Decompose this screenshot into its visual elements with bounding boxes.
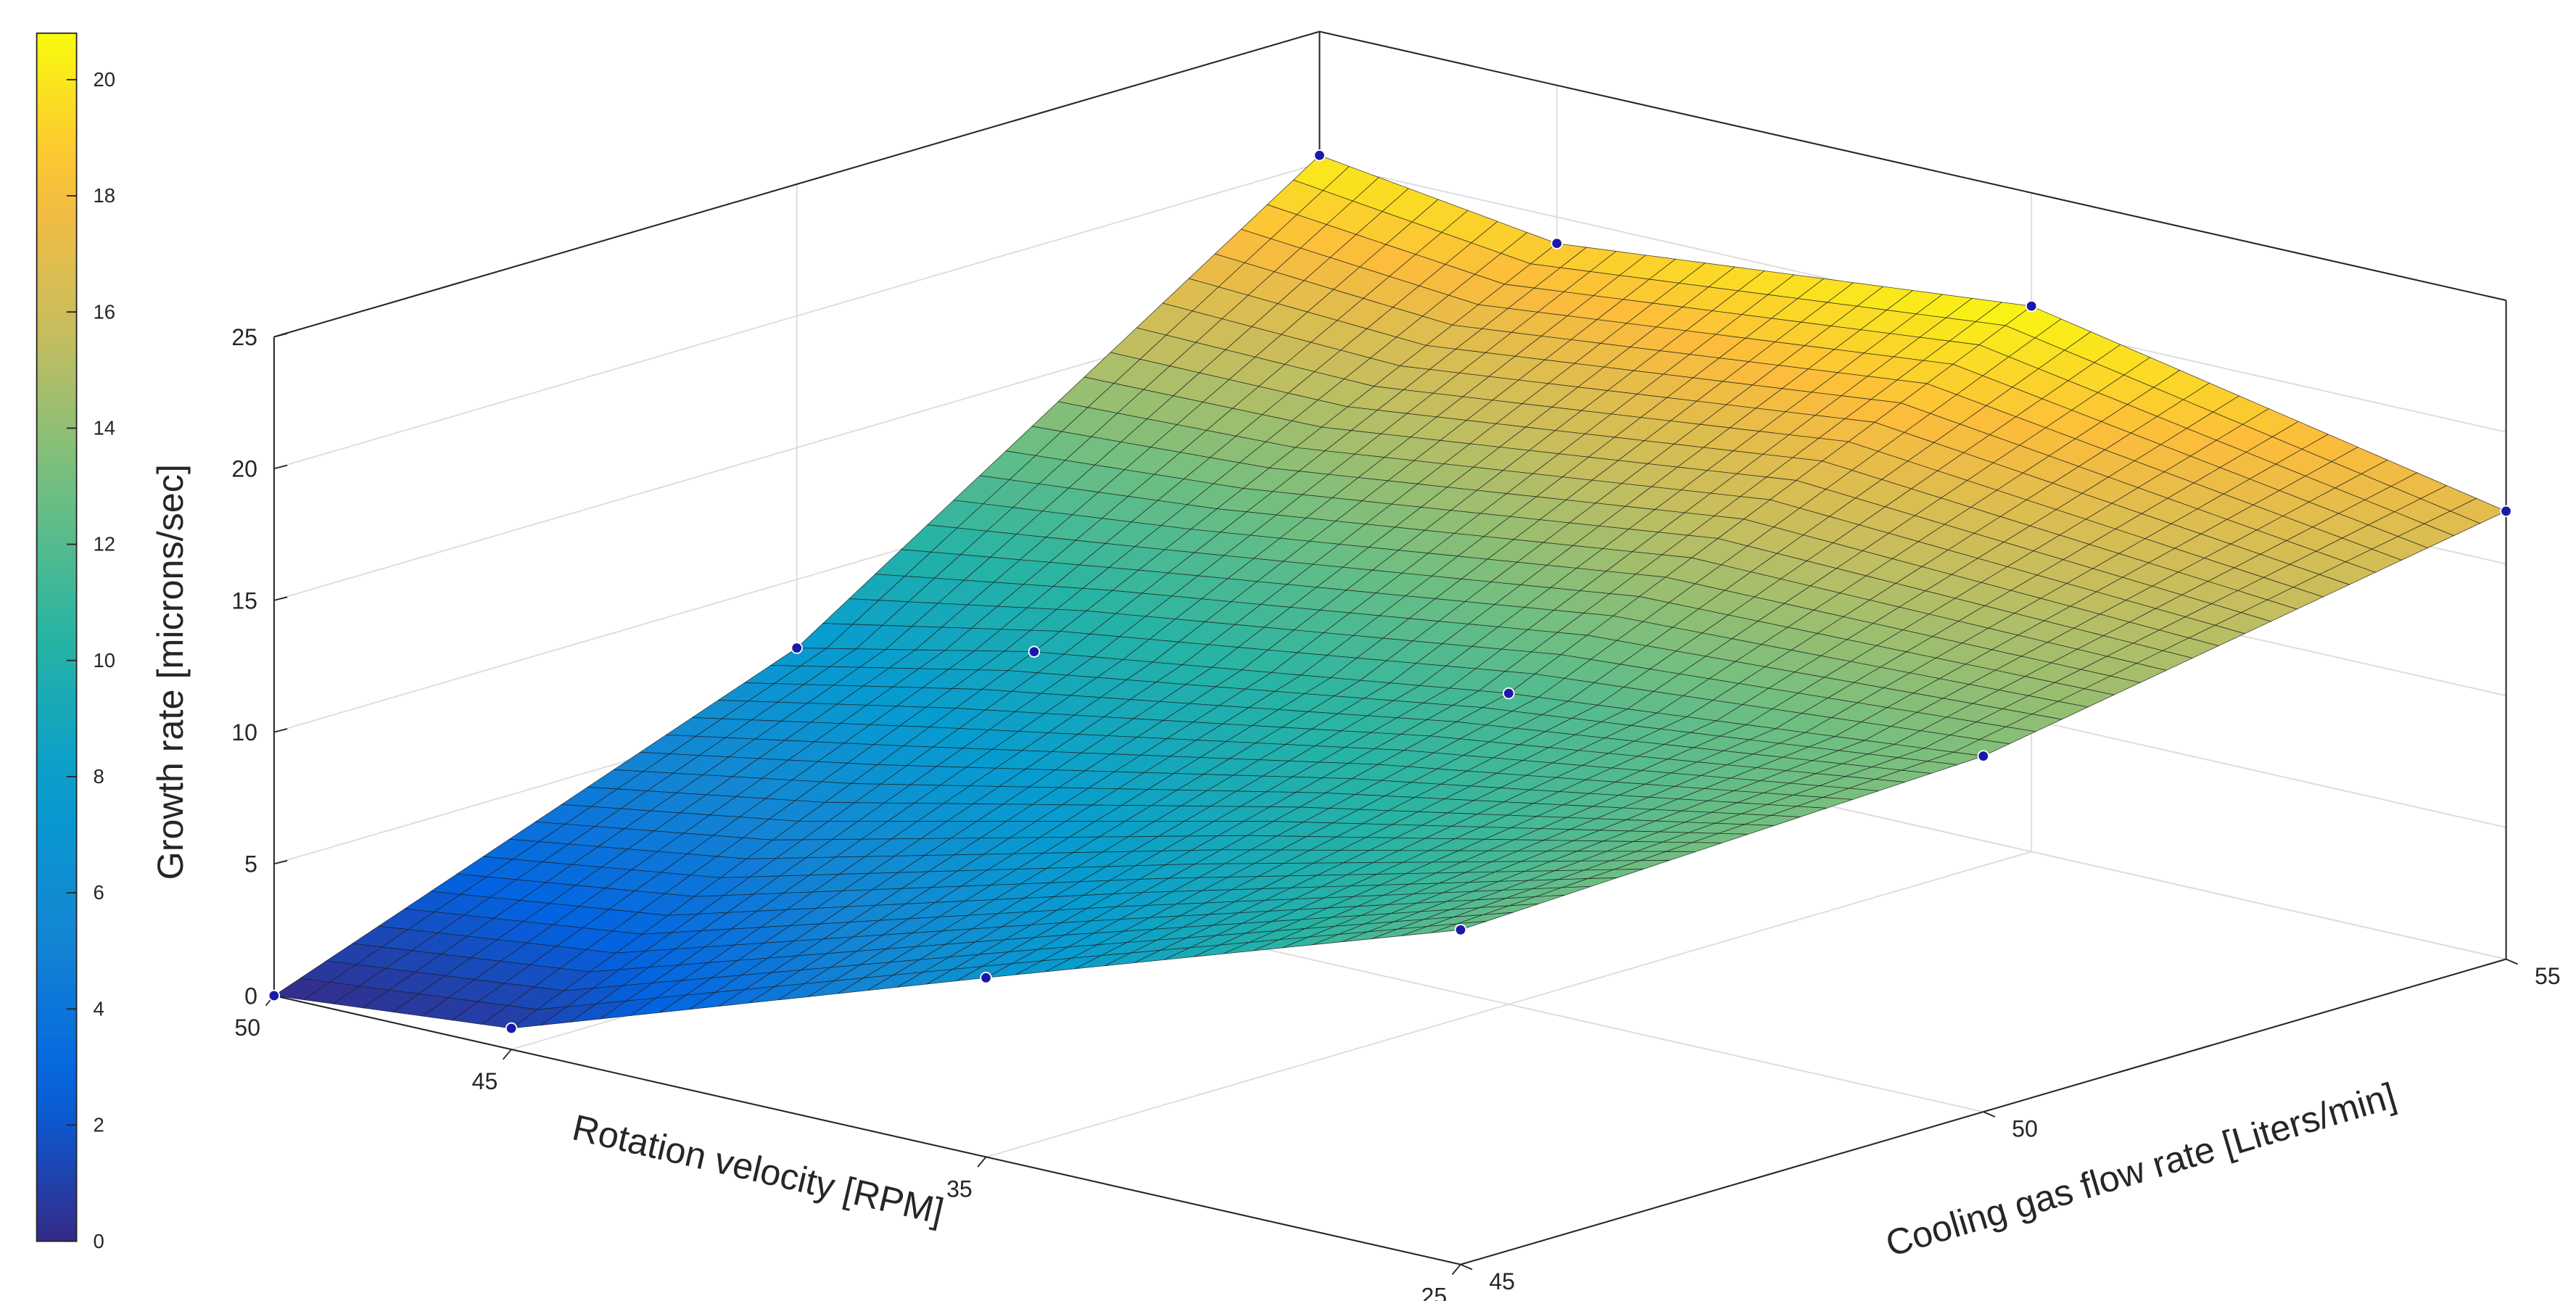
colorbar-tick-label: 10 bbox=[93, 649, 115, 672]
colorbar-tick-label: 4 bbox=[93, 997, 104, 1020]
data-point bbox=[1028, 645, 1041, 658]
x-tick bbox=[502, 1049, 512, 1060]
y-axis-label: Cooling gas flow rate [Liters/min] bbox=[1881, 1074, 2400, 1264]
colorbar-tick-label: 12 bbox=[93, 533, 115, 555]
z-tick-label: 0 bbox=[244, 983, 257, 1009]
y-tick-label: 45 bbox=[1489, 1268, 1515, 1294]
y-tick bbox=[1983, 1111, 1996, 1118]
z-tick bbox=[273, 728, 288, 733]
data-point bbox=[505, 1022, 518, 1035]
y-tick bbox=[1460, 1263, 1473, 1271]
colorbar-tick-label: 8 bbox=[93, 765, 104, 788]
colorbar-tick-label: 2 bbox=[93, 1114, 104, 1136]
z-tick-label: 15 bbox=[231, 587, 257, 614]
x-tick-label: 45 bbox=[472, 1068, 498, 1094]
x-tick-label: 25 bbox=[1421, 1284, 1448, 1301]
data-point bbox=[2025, 300, 2038, 313]
colorbar-tick-label: 6 bbox=[93, 881, 104, 904]
data-point bbox=[980, 972, 992, 984]
data-point bbox=[1313, 149, 1326, 162]
data-point bbox=[1454, 923, 1467, 936]
data-point bbox=[790, 642, 803, 654]
x-axis-label: Rotation velocity [RPM] bbox=[569, 1107, 947, 1232]
x-tick bbox=[977, 1156, 987, 1168]
colorbar bbox=[36, 32, 78, 1242]
axis-edge bbox=[273, 994, 1461, 1265]
z-tick bbox=[273, 859, 288, 865]
y-tick bbox=[2506, 958, 2518, 965]
colorbar-tick-label: 0 bbox=[93, 1230, 104, 1252]
x-tick-label: 35 bbox=[946, 1176, 973, 1202]
x-tick-label: 50 bbox=[234, 1015, 260, 1041]
z-tick bbox=[273, 464, 288, 470]
z-tick-label: 20 bbox=[231, 456, 257, 482]
colorbar-tick-label: 14 bbox=[93, 417, 115, 439]
surface bbox=[273, 154, 2507, 1029]
axis-edge bbox=[273, 30, 1320, 338]
z-tick-label: 10 bbox=[231, 719, 257, 746]
z-axis-label: Growth rate [microns/sec] bbox=[149, 464, 191, 880]
axis-edge bbox=[1460, 958, 2506, 1265]
data-point bbox=[2500, 505, 2512, 518]
z-tick-label: 5 bbox=[244, 851, 257, 877]
z-tick bbox=[273, 596, 288, 601]
z-tick-label: 25 bbox=[231, 324, 257, 350]
data-point bbox=[268, 989, 281, 1002]
y-tick-label: 50 bbox=[2012, 1115, 2038, 1141]
colorbar-tick-label: 16 bbox=[93, 300, 115, 323]
data-point bbox=[1503, 687, 1515, 700]
axis-edge bbox=[1319, 30, 2506, 302]
data-point bbox=[1977, 750, 1990, 762]
x-tick bbox=[1451, 1264, 1461, 1275]
colorbar-tick-label: 18 bbox=[93, 184, 115, 207]
y-tick-label: 55 bbox=[2535, 963, 2561, 989]
colorbar-tick-label: 20 bbox=[93, 68, 115, 91]
data-point bbox=[1551, 237, 1563, 249]
